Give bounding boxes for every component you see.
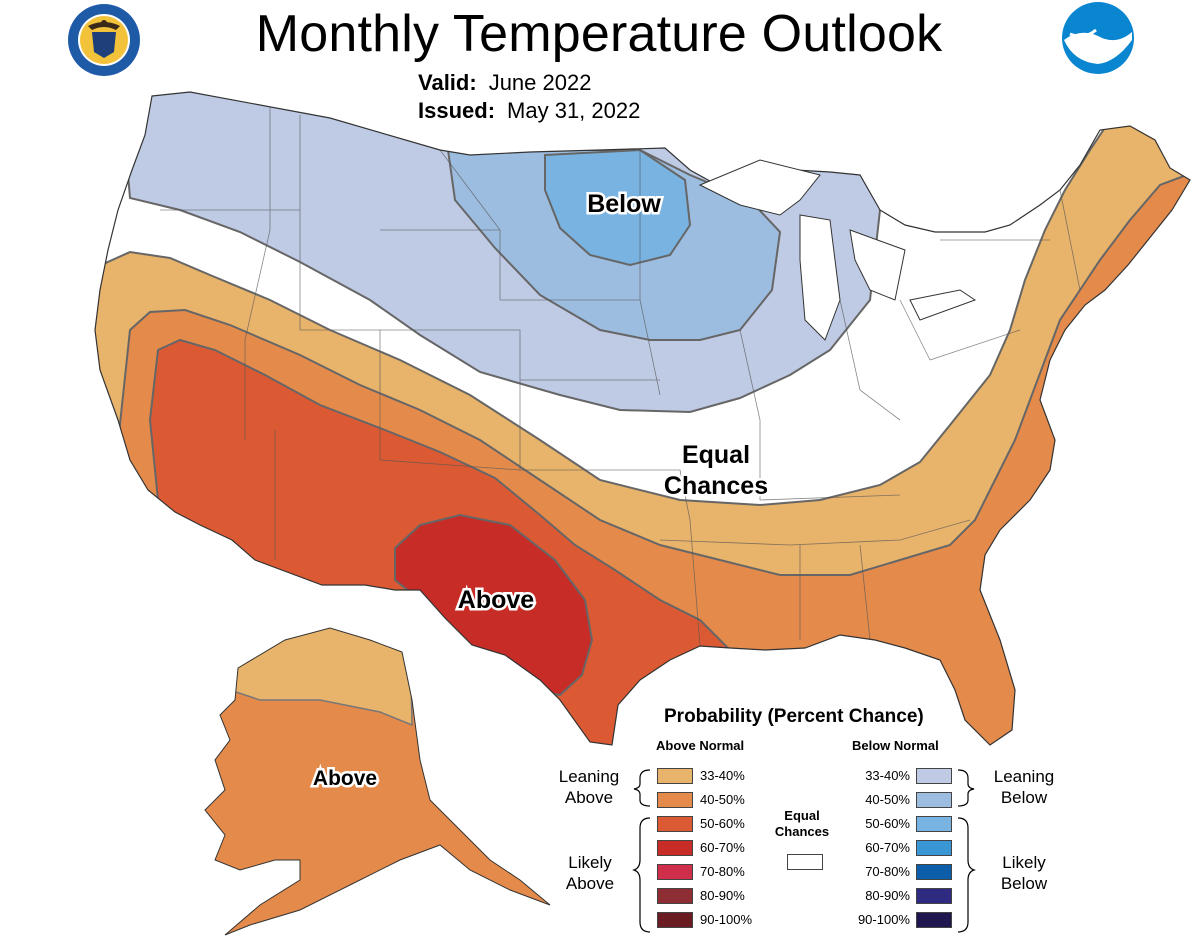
legend-above-label: 80-90% [700, 888, 745, 903]
legend-equal-chances-swatch [787, 854, 823, 870]
legend-below-swatch [916, 912, 952, 928]
region-label-below: Below [587, 190, 661, 218]
legend-above-label: 40-50% [700, 792, 745, 807]
legend-below-label: 33-40% [865, 768, 910, 783]
legend-equal-chances-line1: Equal [784, 808, 820, 823]
legend-likely-above-line2: Above [565, 874, 615, 893]
legend-row: 70-80% 70-80% [540, 864, 1100, 880]
legend-below-label: 60-70% [865, 840, 910, 855]
region-label-equal-1: Equal [682, 441, 750, 469]
legend-leaning-above: Leaning Above [546, 766, 632, 808]
issued-label: Issued: [418, 98, 496, 123]
department-of-commerce-seal-icon [68, 4, 140, 76]
legend-below-label: 50-60% [865, 816, 910, 831]
legend-above-label: 33-40% [700, 768, 745, 783]
legend-above-label: 90-100% [700, 912, 753, 927]
valid-label: Valid: [418, 70, 477, 95]
region-label-equal-2: Chances [664, 472, 768, 500]
legend-row: 33-40% 33-40% [540, 768, 1100, 784]
valid-line: Valid: June 2022 [418, 70, 591, 96]
valid-value: June 2022 [488, 70, 592, 95]
legend-row: 40-50% 40-50% [540, 792, 1100, 808]
legend-likely-above: Likely Above [548, 852, 632, 894]
legend-leaning-below-line2: Below [1000, 788, 1048, 807]
page-title: Monthly Temperature Outlook [255, 5, 943, 63]
legend: Probability (Percent Chance) Above Norma… [540, 700, 1100, 940]
legend-above-swatch [657, 840, 693, 856]
legend-above-swatch [657, 864, 693, 880]
legend-braces [632, 769, 976, 933]
legend-below-swatch [916, 816, 952, 832]
great-lakes [698, 159, 977, 341]
legend-leaning-below-line1: Leaning [993, 767, 1055, 786]
legend-below-swatch [916, 840, 952, 856]
legend-leaning-above-line2: Above [564, 788, 614, 807]
legend-likely-below-line2: Below [1000, 874, 1048, 893]
legend-below-swatch [916, 864, 952, 880]
legend-below-swatch [916, 768, 952, 784]
legend-below-label: 80-90% [865, 888, 910, 903]
legend-above-normal-header: Above Normal [656, 738, 745, 753]
legend-below-normal-header: Below Normal [852, 738, 939, 753]
legend-row: 80-90% 80-90% [540, 888, 1100, 904]
legend-above-swatch [657, 768, 693, 784]
legend-row: 60-70% 60-70% [540, 840, 1100, 856]
below-50-60-region [544, 148, 692, 267]
legend-leaning-above-line1: Leaning [558, 767, 620, 786]
legend-equal-chances-line2: Chances [774, 824, 830, 839]
region-label-alaska-above: Above [313, 767, 377, 790]
legend-below-label: 90-100% [857, 912, 910, 927]
legend-below-label: 70-80% [865, 864, 910, 879]
legend-equal-chances-label: Equal Chances [764, 808, 840, 840]
legend-below-label: 40-50% [865, 792, 910, 807]
legend-below-swatch [916, 888, 952, 904]
legend-above-swatch [657, 912, 693, 928]
legend-below-swatch [916, 792, 952, 808]
legend-above-label: 60-70% [700, 840, 745, 855]
legend-title: Probability (Percent Chance) [664, 706, 924, 727]
legend-above-swatch [657, 888, 693, 904]
legend-likely-above-line1: Likely [568, 853, 612, 872]
legend-row: 50-60% 50-60% [540, 816, 1100, 832]
region-label-above: Above [458, 586, 535, 614]
legend-leaning-below: Leaning Below [984, 766, 1064, 808]
legend-above-swatch [657, 816, 693, 832]
issued-line: Issued: May 31, 2022 [418, 98, 640, 124]
noaa-logo-icon [1062, 2, 1134, 74]
legend-likely-below: Likely Below [984, 852, 1064, 894]
legend-likely-below-line1: Likely [1002, 853, 1046, 872]
legend-above-label: 70-80% [700, 864, 745, 879]
legend-row: 90-100% 90-100% [540, 912, 1100, 928]
issued-value: May 31, 2022 [507, 98, 641, 123]
legend-above-label: 50-60% [700, 816, 745, 831]
legend-above-swatch [657, 792, 693, 808]
